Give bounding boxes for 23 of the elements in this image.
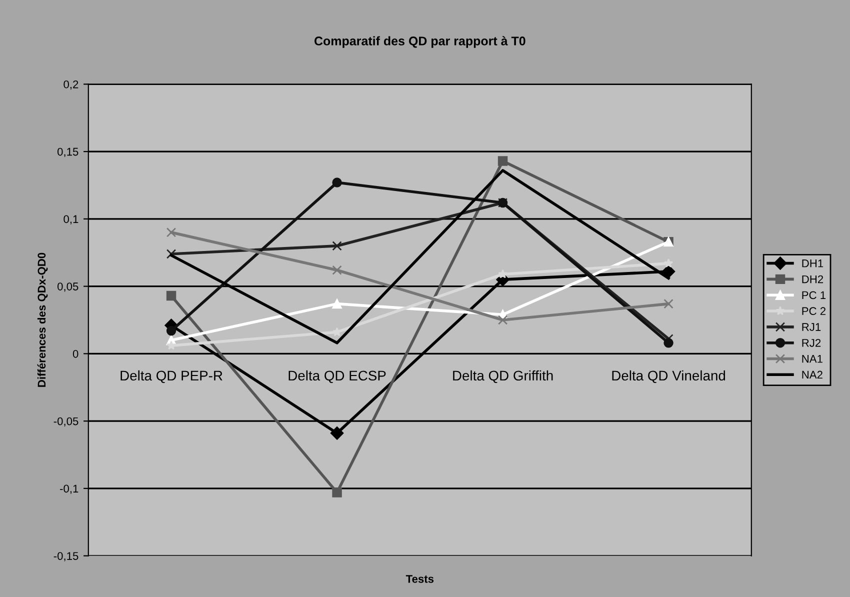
y-tick-label: 0 <box>72 350 78 358</box>
x-tick-label: Delta QD Vineland <box>612 370 726 384</box>
legend-label: NA2 <box>802 370 822 379</box>
x-axis-title: Tests <box>406 575 434 583</box>
legend-label: RJ1 <box>802 323 821 331</box>
legend-label: RJ2 <box>802 338 821 347</box>
legend-label: DH1 <box>802 260 824 268</box>
y-tick-label: -0,05 <box>54 417 78 427</box>
y-tick-label: -0,1 <box>60 484 78 494</box>
y-tick-label: 0,15 <box>57 148 78 157</box>
y-tick-label: 0,1 <box>64 215 78 224</box>
legend-label: NA1 <box>802 355 822 363</box>
chart-title: Comparatif des QD par rapport à T0 <box>314 36 526 48</box>
y-tick-label: -0,15 <box>54 552 78 562</box>
y-axis-title: Différences des QDx-QD0 <box>37 252 48 387</box>
y-tick-label: 0,2 <box>64 80 78 90</box>
legend-label: PC 1 <box>802 291 826 300</box>
legend-label: PC 2 <box>802 307 826 316</box>
y-tick-label: 0,05 <box>57 282 78 292</box>
legend-label: DH2 <box>802 275 824 284</box>
x-tick-label: Delta QD PEP-R <box>120 370 222 384</box>
x-tick-label: Delta QD ECSP <box>288 370 386 384</box>
x-tick-label: Delta QD Griffith <box>453 370 553 384</box>
